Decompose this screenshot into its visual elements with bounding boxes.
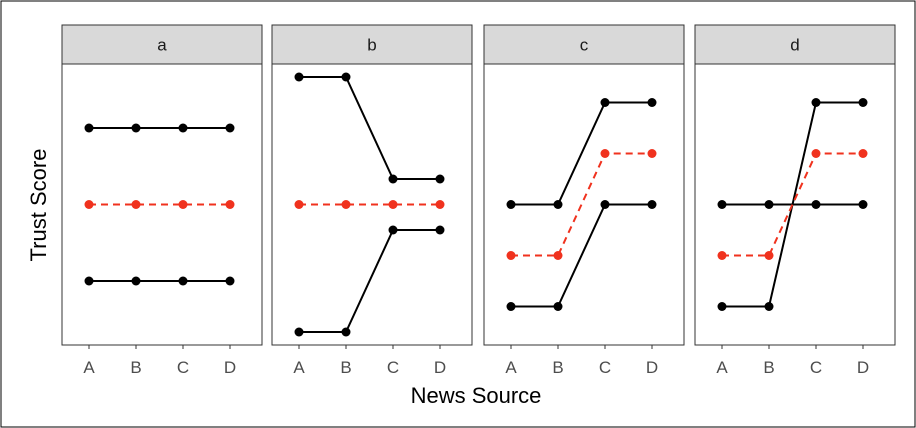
x-tick-label: C bbox=[387, 358, 399, 377]
data-point-mean bbox=[294, 200, 304, 209]
x-tick-label: B bbox=[763, 358, 774, 377]
data-point bbox=[388, 225, 398, 235]
panel-b: b A B C D bbox=[271, 24, 473, 377]
data-point bbox=[717, 200, 727, 209]
panel-a: a A B C D bbox=[61, 24, 263, 377]
data-point bbox=[764, 302, 774, 311]
data-point bbox=[435, 225, 445, 235]
x-tick-label: D bbox=[224, 358, 236, 377]
series-line-mean bbox=[722, 152, 863, 257]
x-tick-label: A bbox=[83, 358, 95, 377]
data-point-mean bbox=[717, 251, 727, 260]
data-point bbox=[506, 302, 516, 311]
panel-d: d A B C D bbox=[694, 24, 896, 377]
x-axis-title: News Source bbox=[411, 383, 542, 408]
data-point-mean bbox=[506, 251, 516, 260]
data-point bbox=[811, 98, 821, 107]
y-axis-title: Trust Score bbox=[26, 149, 51, 262]
data-point bbox=[600, 200, 610, 209]
data-point-mean bbox=[764, 251, 774, 260]
data-point bbox=[294, 327, 304, 337]
data-point bbox=[600, 98, 610, 107]
panel-strip bbox=[694, 24, 896, 65]
series-line bbox=[511, 101, 652, 206]
data-point bbox=[858, 98, 868, 107]
data-point bbox=[506, 200, 516, 209]
x-tick-label: D bbox=[857, 358, 869, 377]
data-point bbox=[811, 200, 821, 209]
series-line bbox=[511, 203, 652, 308]
x-tick-label: C bbox=[599, 358, 611, 377]
x-tick-label: D bbox=[646, 358, 658, 377]
data-point bbox=[858, 200, 868, 209]
data-point bbox=[717, 302, 727, 311]
data-point bbox=[225, 276, 235, 286]
data-point bbox=[225, 123, 235, 133]
panel-strip bbox=[271, 24, 473, 65]
data-point-mean bbox=[858, 149, 868, 158]
data-point bbox=[131, 123, 141, 133]
data-point-mean bbox=[553, 251, 563, 260]
x-tick-label: A bbox=[505, 358, 517, 377]
x-tick-label: C bbox=[810, 358, 822, 377]
data-point bbox=[341, 72, 351, 82]
panel-label: d bbox=[790, 36, 799, 55]
series-line-mean bbox=[511, 152, 652, 257]
data-point bbox=[84, 276, 94, 286]
x-tick-label: A bbox=[716, 358, 728, 377]
panels: a A B C Db A B C Dc A B C Dd A B C D bbox=[61, 24, 896, 377]
data-point bbox=[341, 327, 351, 337]
x-tick-label: A bbox=[293, 358, 305, 377]
x-tick-label: C bbox=[177, 358, 189, 377]
panel-label: c bbox=[580, 36, 589, 55]
data-point bbox=[435, 174, 445, 184]
series-line bbox=[299, 76, 440, 180]
data-point-mean bbox=[388, 200, 398, 209]
x-tick-label: B bbox=[340, 358, 351, 377]
data-point-mean bbox=[178, 200, 188, 209]
data-point bbox=[553, 302, 563, 311]
panel-label: a bbox=[157, 36, 167, 55]
data-point-mean bbox=[811, 149, 821, 158]
data-point-mean bbox=[435, 200, 445, 209]
data-point bbox=[294, 72, 304, 82]
data-point-mean bbox=[225, 200, 235, 209]
data-point bbox=[84, 123, 94, 133]
panel-label: b bbox=[367, 36, 376, 55]
data-point bbox=[178, 123, 188, 133]
x-tick-label: B bbox=[552, 358, 563, 377]
x-tick-label: D bbox=[434, 358, 446, 377]
data-point bbox=[553, 200, 563, 209]
panel-strip bbox=[483, 24, 685, 65]
data-point bbox=[178, 276, 188, 286]
data-point-mean bbox=[647, 149, 657, 158]
data-point-mean bbox=[600, 149, 610, 158]
panel-c: c A B C D bbox=[483, 24, 685, 377]
series-line bbox=[299, 229, 440, 333]
data-point bbox=[647, 98, 657, 107]
data-point bbox=[131, 276, 141, 286]
data-point bbox=[764, 200, 774, 209]
panel-strip bbox=[61, 24, 263, 65]
data-point-mean bbox=[84, 200, 94, 209]
data-point-mean bbox=[341, 200, 351, 209]
x-tick-label: B bbox=[130, 358, 141, 377]
series-line bbox=[722, 101, 863, 308]
data-point bbox=[388, 174, 398, 184]
data-point bbox=[647, 200, 657, 209]
data-point-mean bbox=[131, 200, 141, 209]
